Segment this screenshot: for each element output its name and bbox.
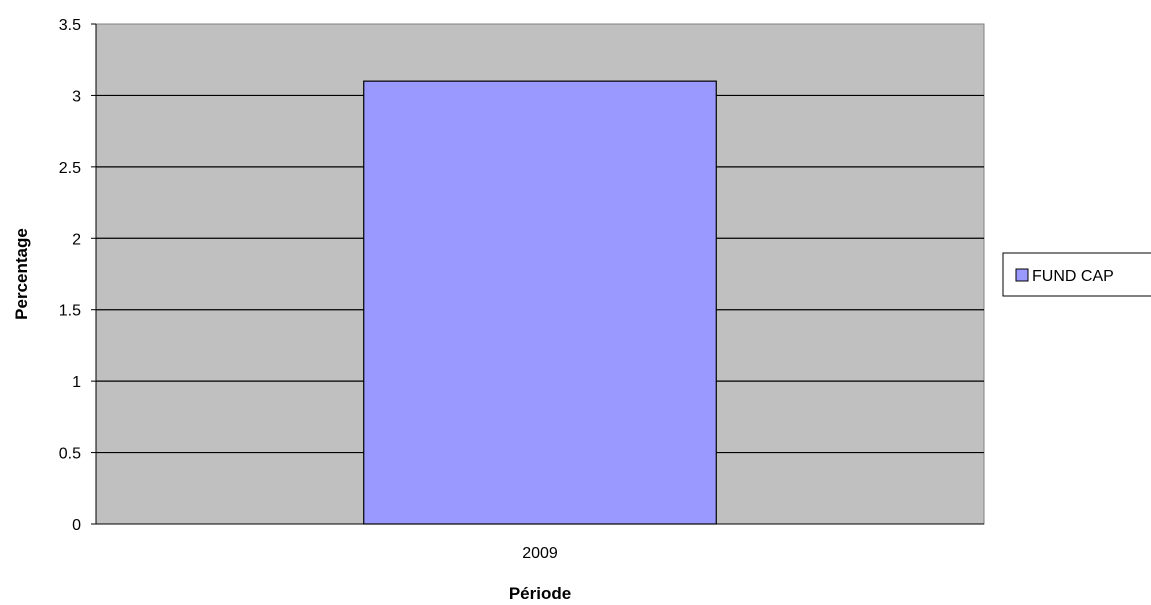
y-tick-label: 2.5	[59, 160, 81, 177]
x-axis-ticks: 2009	[522, 545, 558, 562]
y-tick-label: 1	[72, 374, 81, 391]
y-tick-label: 0.5	[59, 446, 81, 463]
y-tick-label: 3	[72, 88, 81, 105]
x-axis-title: Période	[509, 584, 571, 603]
legend: FUND CAP	[1002, 252, 1151, 297]
legend-label: FUND CAP	[1032, 268, 1114, 285]
y-tick-label: 2	[72, 231, 81, 248]
y-tick-label: 1.5	[59, 303, 81, 320]
y-tick-label: 0	[72, 517, 81, 534]
y-axis-ticks: 0 0.5 1 1.5 2 2.5 3 3.5	[59, 17, 96, 534]
y-axis-title: Percentage	[12, 228, 31, 320]
x-tick-label: 2009	[522, 545, 558, 562]
y-tick-label: 3.5	[59, 17, 81, 34]
legend-swatch	[1015, 268, 1029, 282]
bars	[363, 80, 717, 525]
bar	[363, 80, 717, 525]
